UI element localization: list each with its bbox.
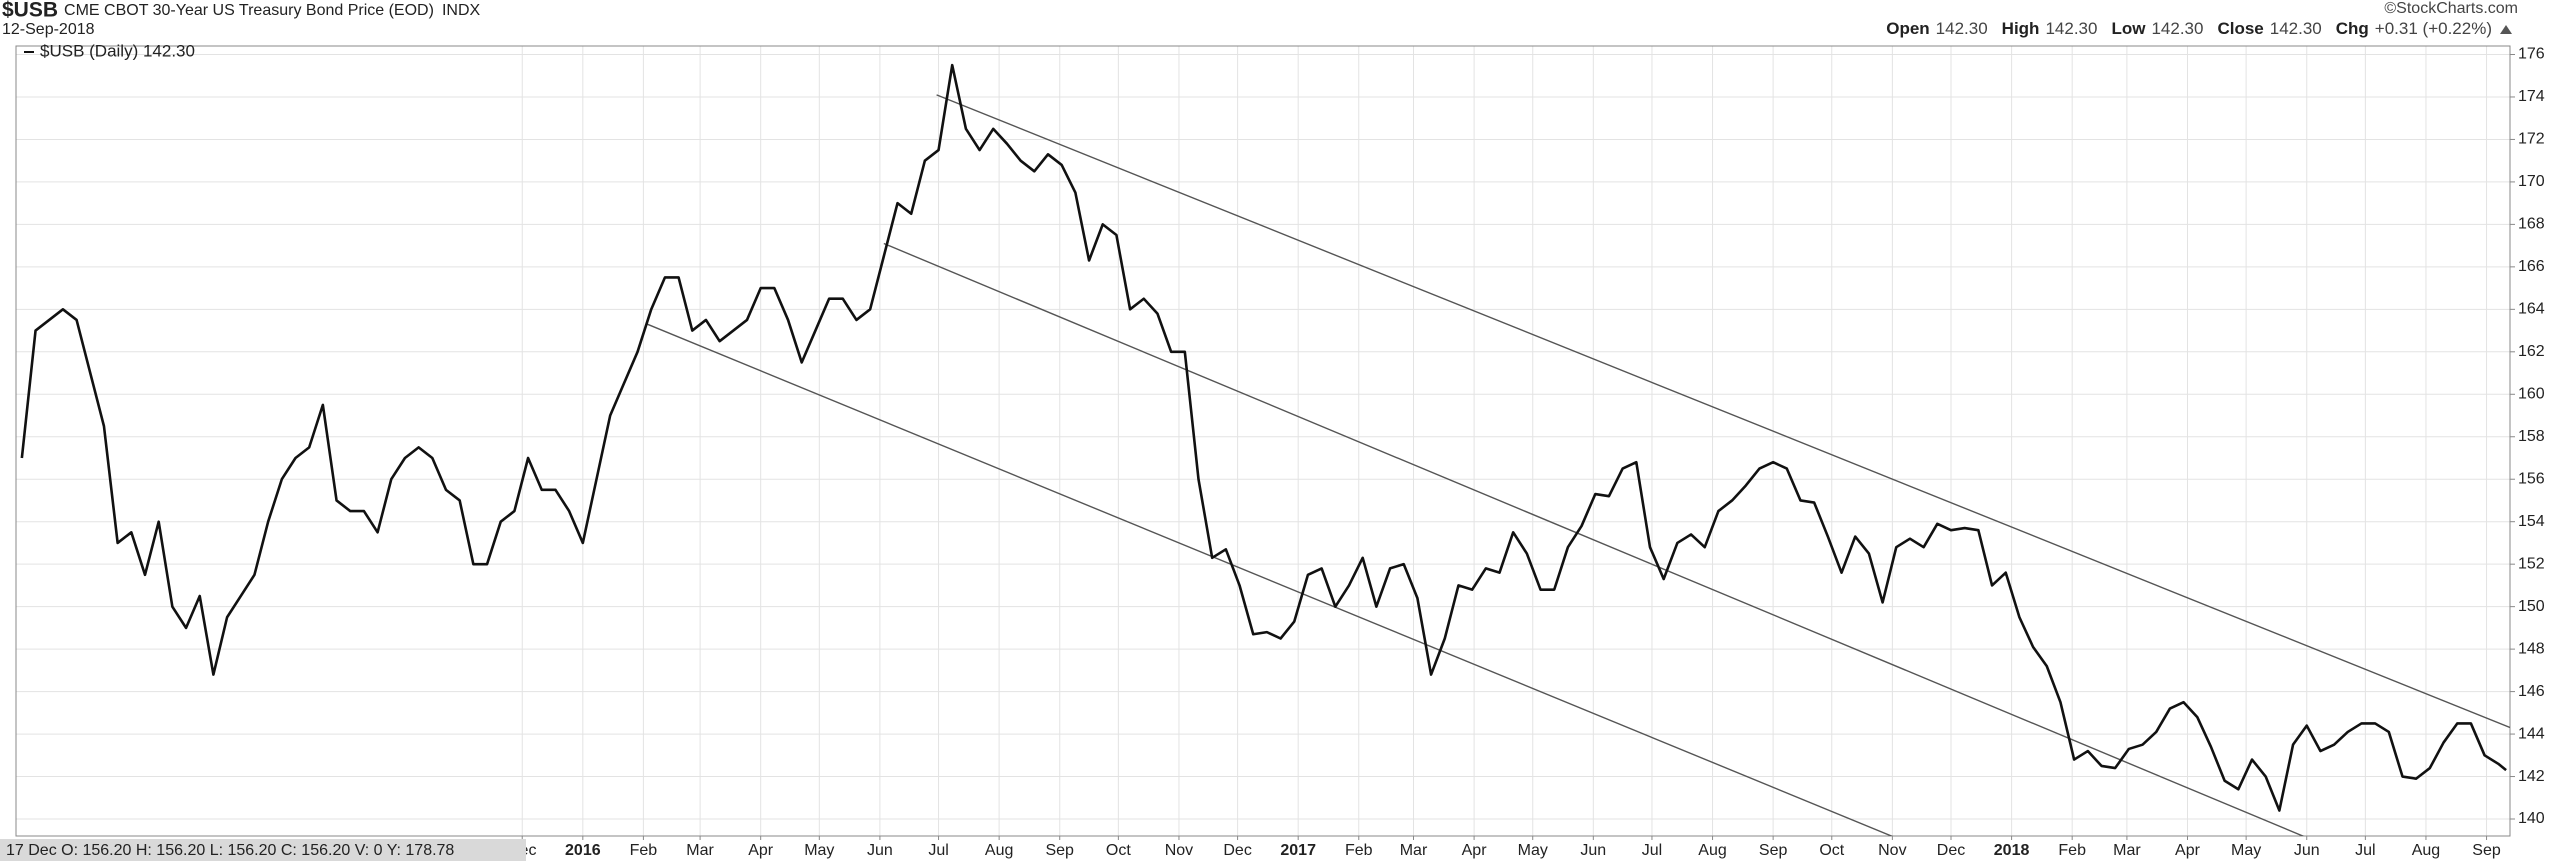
x-tick-label: Aug [2412,842,2440,859]
y-tick-label: 162 [2518,343,2545,360]
x-tick-label: Jun [2294,842,2320,859]
quote-label: Low [2111,19,2146,38]
y-tick-label: 156 [2518,470,2545,487]
trend-line [647,323,1894,836]
quote-label: Open [1886,19,1929,38]
y-tick-label: 172 [2518,131,2545,148]
y-tick-label: 148 [2518,640,2545,657]
quote-label: Close [2217,19,2263,38]
y-tick-label: 140 [2518,810,2545,827]
quote-value: 142.30 [2151,19,2203,38]
crosshair-box [0,839,526,861]
x-tick-label: Nov [1878,842,1906,859]
x-tick-label: Mar [686,842,714,859]
x-tick-label: Apr [2175,842,2201,859]
y-tick-label: 152 [2518,555,2545,572]
x-tick-label: Oct [1106,842,1131,859]
x-tick-label: Mar [2113,842,2141,859]
x-tick-label: 2018 [1994,842,2030,859]
x-tick-label: Sep [1045,842,1074,859]
y-tick-label: 166 [2518,258,2545,275]
x-tick-label: 2016 [565,842,601,859]
x-tick-label: Jun [867,842,893,859]
x-tick-label: Sep [2472,842,2501,859]
plot-area [20,63,2510,836]
y-tick-label: 150 [2518,598,2545,615]
y-tick-label: 158 [2518,428,2545,445]
x-tick-label: Nov [1165,842,1193,859]
quote-value: 142.30 [2045,19,2097,38]
y-tick-label: 176 [2518,46,2545,63]
quote: Open 142.30 High 142.30 Low 142.30 Close 142.30… [1886,19,2492,38]
x-tick-label: 2017 [1280,842,1316,859]
quote-value: +0.31 (+0.22%) [2375,19,2492,38]
source: ©StockCharts.com [2384,0,2518,17]
x-tick-label: Jul [1642,842,1662,859]
grid [16,46,2510,836]
y-tick-label: 174 [2518,88,2545,105]
x-tick-label: Mar [1400,842,1428,859]
legend-entry: $USB (Daily) 142.30 [40,41,195,60]
x-tick-label: Dec [1937,842,1965,859]
x-tick-label: May [1518,842,1548,859]
crosshair-info: 17 Dec O: 156.20 H: 156.20 L: 156.20 C: … [6,842,454,859]
x-tick-label: Jul [928,842,948,859]
chart-title: $USB [2,0,58,22]
x-tick-label: Apr [748,842,774,859]
quote-label: Chg [2336,19,2369,38]
x-axis: Dec 2016 Feb Mar Apr May Jun Jul Aug Sep Oct Nov Dec… [508,836,2501,859]
x-tick-label: May [804,842,834,859]
y-axis: 140 142 144 146 148 150 152 154 156 158 160 162 164 1… [2510,46,2545,827]
date: 12-Sep-2018 [2,21,95,38]
plot-frame [15,45,2511,837]
y-tick-label: 170 [2518,173,2545,190]
trend-line [936,94,2510,729]
x-tick-label: Aug [1698,842,1726,859]
chart-subtitle: CME CBOT 30-Year US Treasury Bond Price … [64,2,434,19]
exchange: INDX [442,2,481,19]
y-tick-label: 164 [2518,301,2545,318]
up-arrow [2500,25,2512,34]
y-tick-label: 160 [2518,385,2545,402]
x-tick-label: Feb [2058,842,2086,859]
y-tick-label: 154 [2518,513,2545,530]
x-tick-label: Aug [985,842,1013,859]
x-tick-label: Jun [1580,842,1606,859]
y-tick-label: 144 [2518,725,2545,742]
x-tick-label: Sep [1759,842,1788,859]
y-tick-label: 142 [2518,768,2545,785]
quote-label: High [2002,19,2040,38]
y-tick-label: 168 [2518,216,2545,233]
x-tick-label: Jul [2355,842,2375,859]
trend-line [883,242,2305,836]
quote-value: 142.30 [2270,19,2322,38]
x-tick-label: May [2231,842,2261,859]
x-tick-label: Feb [1345,842,1373,859]
x-tick-label: Dec [1223,842,1251,859]
y-tick-label: 146 [2518,683,2545,700]
x-tick-label: Oct [1819,842,1844,859]
quote-value: 142.30 [1936,19,1988,38]
x-tick-label: Apr [1462,842,1488,859]
price-line [20,63,2507,812]
x-tick-label: Feb [630,842,658,859]
